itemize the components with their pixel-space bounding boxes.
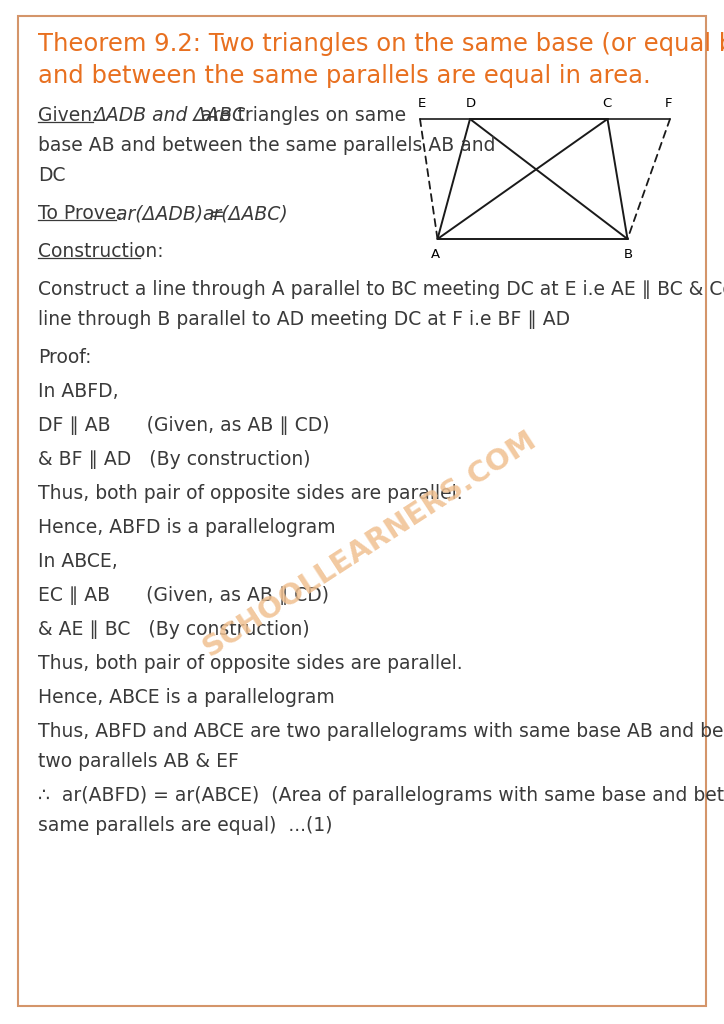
Text: Hence, ABFD is a parallelogram: Hence, ABFD is a parallelogram: [38, 518, 336, 537]
Text: ar(ΔABC): ar(ΔABC): [203, 204, 288, 223]
Text: D: D: [466, 97, 476, 110]
Text: Thus, both pair of opposite sides are parallel.: Thus, both pair of opposite sides are pa…: [38, 654, 463, 673]
Text: C: C: [602, 97, 611, 110]
Text: are triangles on same: are triangles on same: [195, 106, 405, 125]
Text: line through B parallel to AD meeting DC at F i.e BF ∥ AD: line through B parallel to AD meeting DC…: [38, 310, 570, 329]
Text: ΔADB and ΔABC: ΔADB and ΔABC: [93, 106, 245, 125]
Text: ∴  ar(ABFD) = ar(ABCE)  (Area of parallelograms with same base and between: ∴ ar(ABFD) = ar(ABCE) (Area of parallelo…: [38, 786, 724, 805]
Text: Hence, ABCE is a parallelogram: Hence, ABCE is a parallelogram: [38, 688, 334, 707]
Text: EC ∥ AB      (Given, as AB ∥ CD): EC ∥ AB (Given, as AB ∥ CD): [38, 586, 329, 605]
Text: & AE ∥ BC   (By construction): & AE ∥ BC (By construction): [38, 620, 310, 639]
Text: Given:: Given:: [38, 106, 104, 125]
Text: In ABFD,: In ABFD,: [38, 382, 119, 401]
Text: Construction:: Construction:: [38, 242, 164, 261]
Text: SCHOOLLEARNERS.COM: SCHOOLLEARNERS.COM: [198, 426, 542, 663]
Text: Thus, ABFD and ABCE are two parallelograms with same base AB and between: Thus, ABFD and ABCE are two parallelogra…: [38, 722, 724, 741]
Text: ar(ΔADB) =: ar(ΔADB) =: [117, 204, 231, 223]
Text: DC: DC: [38, 166, 65, 185]
Text: To Prove:: To Prove:: [38, 204, 129, 223]
Text: E: E: [418, 97, 426, 110]
Text: Construct a line through A parallel to BC meeting DC at E i.e AE ∥ BC & Construc: Construct a line through A parallel to B…: [38, 280, 724, 299]
Text: B: B: [624, 248, 633, 261]
Text: Thus, both pair of opposite sides are parallel.: Thus, both pair of opposite sides are pa…: [38, 484, 463, 503]
Text: In ABCE,: In ABCE,: [38, 552, 118, 571]
Text: Theorem 9.2: Two triangles on the same base (or equal bases): Theorem 9.2: Two triangles on the same b…: [38, 32, 724, 56]
Text: two parallels AB & EF: two parallels AB & EF: [38, 752, 239, 771]
FancyBboxPatch shape: [18, 16, 706, 1006]
Text: Proof:: Proof:: [38, 348, 91, 367]
Text: A: A: [431, 248, 440, 261]
Text: & BF ∥ AD   (By construction): & BF ∥ AD (By construction): [38, 450, 311, 469]
Text: same parallels are equal)  ...(1): same parallels are equal) ...(1): [38, 816, 332, 835]
Text: base AB and between the same parallels AB and: base AB and between the same parallels A…: [38, 136, 495, 155]
Text: F: F: [665, 97, 673, 110]
Text: and between the same parallels are equal in area.: and between the same parallels are equal…: [38, 63, 651, 88]
Text: DF ∥ AB      (Given, as AB ∥ CD): DF ∥ AB (Given, as AB ∥ CD): [38, 416, 329, 435]
